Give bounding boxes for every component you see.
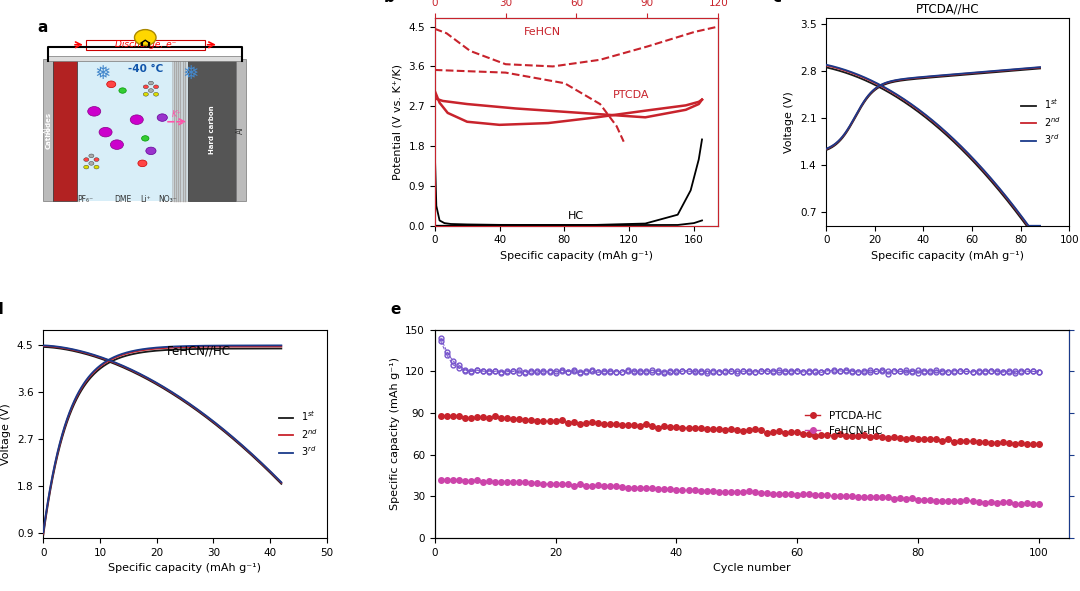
- X-axis label: Cycle number: Cycle number: [713, 563, 791, 573]
- Bar: [75, 59, 244, 201]
- Circle shape: [146, 147, 156, 155]
- Circle shape: [158, 114, 167, 121]
- Text: b: b: [383, 0, 394, 5]
- Circle shape: [131, 115, 144, 125]
- Circle shape: [110, 140, 123, 150]
- Circle shape: [135, 30, 156, 46]
- Circle shape: [148, 81, 153, 85]
- Circle shape: [107, 81, 116, 87]
- Text: ❅: ❅: [183, 64, 199, 83]
- Legend: 1$^{st}$, 2$^{nd}$, 3$^{rd}$: 1$^{st}$, 2$^{nd}$, 3$^{rd}$: [274, 405, 322, 462]
- Bar: [53, 59, 78, 201]
- Circle shape: [141, 136, 149, 141]
- Text: Discharge, e⁻: Discharge, e⁻: [114, 40, 176, 49]
- Title: PTCDA//HC: PTCDA//HC: [916, 2, 980, 15]
- Text: c: c: [773, 0, 782, 5]
- Bar: [49, 56, 241, 61]
- Text: Al: Al: [43, 126, 53, 134]
- Circle shape: [99, 128, 112, 137]
- Bar: [43, 59, 53, 201]
- Bar: [237, 59, 246, 201]
- Circle shape: [144, 85, 148, 89]
- Text: d: d: [0, 302, 3, 317]
- Circle shape: [94, 165, 99, 169]
- Text: PTCDA: PTCDA: [613, 90, 649, 100]
- Text: FeHCN: FeHCN: [524, 27, 561, 37]
- Text: K⁺: K⁺: [172, 109, 181, 119]
- Text: Cathodes: Cathodes: [45, 112, 51, 148]
- Circle shape: [87, 106, 100, 116]
- Text: e: e: [390, 302, 401, 317]
- Y-axis label: Voltage (V): Voltage (V): [784, 91, 794, 152]
- Circle shape: [94, 158, 99, 161]
- Y-axis label: Specific capacity (mAh g⁻¹): Specific capacity (mAh g⁻¹): [390, 358, 400, 510]
- Legend: 1$^{st}$, 2$^{nd}$, 3$^{rd}$: 1$^{st}$, 2$^{nd}$, 3$^{rd}$: [1017, 93, 1064, 150]
- Text: Hard carbon: Hard carbon: [208, 106, 215, 154]
- X-axis label: Specific capacity (mAh g⁻¹): Specific capacity (mAh g⁻¹): [108, 563, 261, 573]
- Circle shape: [144, 92, 148, 96]
- Text: Al: Al: [237, 126, 245, 134]
- Circle shape: [89, 154, 94, 158]
- Circle shape: [84, 165, 89, 169]
- Text: -40 °C: -40 °C: [127, 64, 163, 74]
- X-axis label: Specific capacity (mAh g⁻¹): Specific capacity (mAh g⁻¹): [500, 251, 653, 261]
- Circle shape: [148, 89, 153, 92]
- Circle shape: [84, 158, 89, 161]
- Text: HC: HC: [568, 212, 583, 222]
- Text: ❅: ❅: [95, 64, 111, 83]
- Text: Li⁺: Li⁺: [140, 194, 150, 203]
- Circle shape: [153, 85, 159, 89]
- Circle shape: [153, 92, 159, 96]
- Bar: [85, 40, 205, 50]
- Text: NO₃⁻: NO₃⁻: [159, 194, 177, 203]
- Circle shape: [89, 161, 94, 165]
- Bar: [188, 59, 237, 201]
- Text: PF₆⁻: PF₆⁻: [78, 194, 94, 203]
- Text: a: a: [38, 20, 48, 35]
- Circle shape: [138, 160, 147, 167]
- Circle shape: [119, 88, 126, 93]
- Legend: PTCDA-HC, FeHCN-HC: PTCDA-HC, FeHCN-HC: [800, 407, 887, 440]
- Text: DME: DME: [114, 194, 131, 203]
- Bar: [172, 59, 188, 201]
- Y-axis label: Voltage (V): Voltage (V): [1, 403, 11, 465]
- Y-axis label: Potential (V vs. K⁺/K): Potential (V vs. K⁺/K): [393, 64, 403, 180]
- Text: FeHCN//HC: FeHCN//HC: [167, 344, 231, 357]
- X-axis label: Specific capacity (mAh g⁻¹): Specific capacity (mAh g⁻¹): [872, 251, 1024, 261]
